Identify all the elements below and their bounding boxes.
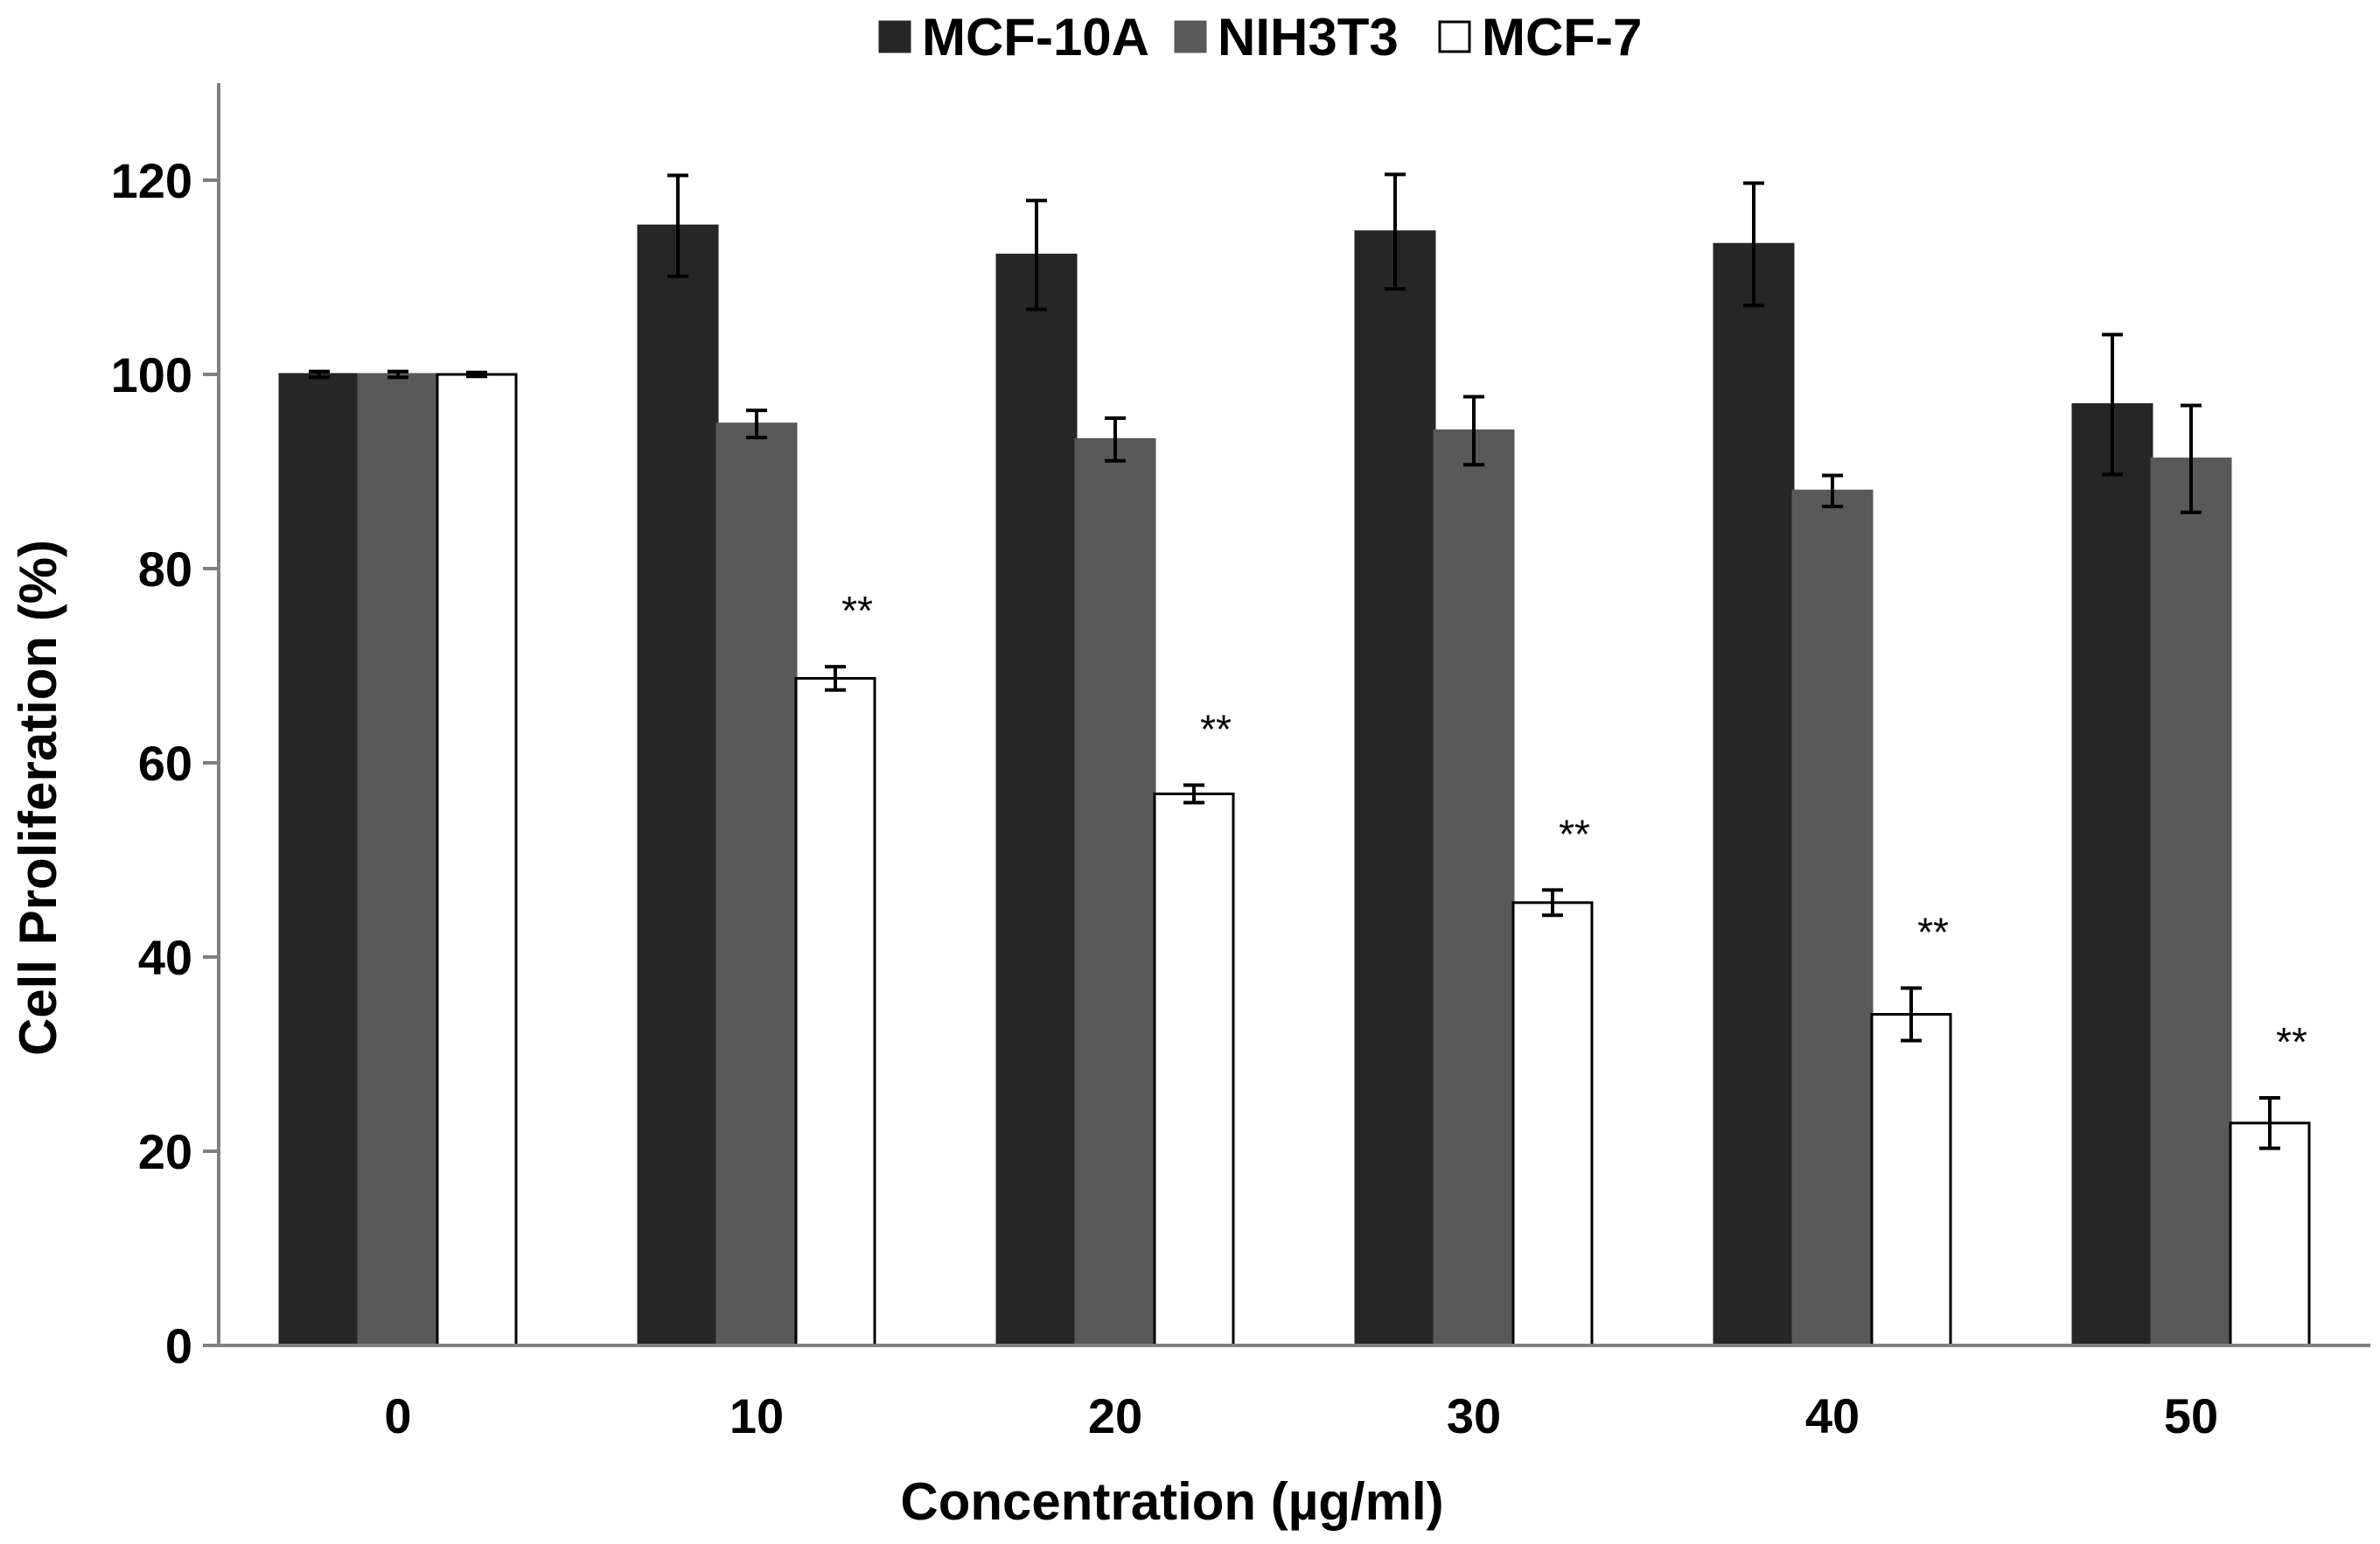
bar-mcf-7-0 [436, 373, 518, 1347]
legend-label: MCF-7 [1482, 8, 1642, 66]
bar-mcf-10a-0 [278, 373, 360, 1347]
bar-nih3t3-10 [715, 423, 798, 1347]
bar-nih3t3-30 [1433, 429, 1515, 1347]
bar-mcf-7-40 [1870, 1012, 1952, 1347]
legend-item-mcf-7: MCF-7 [1438, 8, 1642, 66]
y-tick-label: 20 [138, 1124, 192, 1179]
significance-marker: ** [1917, 910, 1949, 955]
significance-marker: ** [2276, 1019, 2307, 1065]
bar-mcf-10a-50 [2071, 402, 2153, 1347]
significance-marker: ** [1200, 707, 1232, 752]
bar-mcf-7-20 [1153, 793, 1235, 1347]
error-bar-mcf-10a-0 [309, 369, 330, 380]
bar-mcf-10a-30 [1354, 230, 1436, 1347]
error-bar-mcf-10a-50 [2102, 332, 2123, 477]
y-tick-label: 60 [138, 736, 192, 791]
significance-marker: ** [1559, 811, 1590, 856]
error-bar-nih3t3-20 [1105, 416, 1126, 463]
x-tick-label: 30 [1447, 1388, 1501, 1443]
y-axis: 0 20 40 60 80 100 120 [111, 83, 220, 1373]
error-bar-mcf-7-30 [1542, 888, 1563, 918]
error-bar-mcf-10a-30 [1385, 172, 1406, 291]
bar-nih3t3-50 [2150, 458, 2232, 1347]
error-bar-mcf-10a-20 [1026, 199, 1047, 311]
legend-label: NIH3T3 [1218, 8, 1399, 66]
y-axis-title: Cell Proliferation (%) [9, 540, 67, 1056]
x-tick-label: 10 [729, 1388, 784, 1443]
error-bar-nih3t3-40 [1822, 473, 1843, 508]
error-bar-mcf-10a-10 [667, 173, 688, 278]
y-tick-label: 40 [138, 930, 192, 985]
y-tick-label: 120 [111, 153, 192, 208]
error-bars [309, 172, 2280, 1150]
legend-swatch [878, 20, 911, 53]
legend-swatch [1174, 20, 1207, 53]
bar-mcf-10a-10 [637, 224, 719, 1347]
bar-mcf-7-10 [794, 676, 876, 1347]
error-bar-mcf-10a-40 [1743, 181, 1764, 308]
legend-item-mcf-10a: MCF-10A [878, 8, 1149, 66]
x-axis-title: Concentration (µg/ml) [900, 1472, 1443, 1531]
error-bar-nih3t3-50 [2181, 403, 2202, 514]
bar-mcf-10a-40 [1713, 242, 1795, 1347]
x-tick-label: 0 [384, 1388, 411, 1443]
error-bar-mcf-7-40 [1901, 986, 1922, 1043]
legend-item-nih3t3: NIH3T3 [1174, 8, 1399, 66]
bar-mcf-7-50 [2229, 1121, 2311, 1347]
legend-swatch [1438, 20, 1471, 53]
bar-nih3t3-40 [1791, 489, 1874, 1347]
error-bar-nih3t3-10 [746, 409, 767, 440]
y-tick-label: 80 [138, 541, 192, 597]
bars [278, 224, 2311, 1347]
error-bar-nih3t3-30 [1463, 395, 1484, 467]
x-tick-label: 40 [1805, 1388, 1860, 1443]
error-bar-nih3t3-0 [387, 369, 408, 380]
bar-mcf-10a-20 [995, 253, 1078, 1347]
bar-nih3t3-20 [1074, 437, 1156, 1347]
bar-nih3t3-0 [357, 373, 439, 1347]
legend-label: MCF-10A [922, 8, 1149, 66]
error-bar-mcf-7-50 [2259, 1095, 2280, 1150]
legend: MCF-10A NIH3T3 MCF-7 [878, 8, 1642, 66]
error-bar-mcf-7-0 [466, 370, 487, 379]
x-tick-label: 50 [2164, 1388, 2218, 1443]
error-bar-mcf-7-20 [1183, 783, 1204, 805]
significance-marker: ** [841, 588, 873, 633]
x-axis: 0 10 20 30 40 50 [219, 1344, 2370, 1443]
y-tick-label: 100 [111, 347, 192, 402]
significance-annotations: ** ** ** ** ** [841, 588, 2307, 1065]
bar-mcf-7-30 [1511, 901, 1594, 1347]
y-tick-label: 0 [165, 1318, 192, 1373]
error-bar-mcf-7-10 [825, 665, 846, 692]
x-tick-label: 20 [1088, 1388, 1142, 1443]
